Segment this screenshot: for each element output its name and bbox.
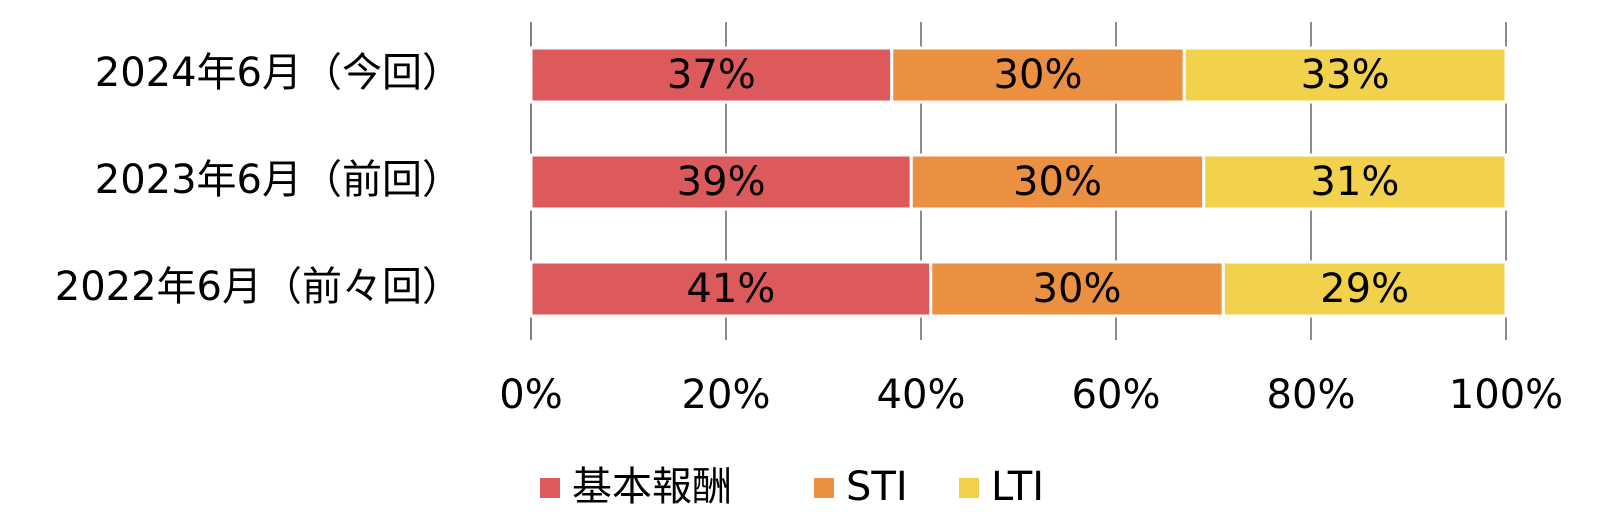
data-label: 30% <box>1033 266 1122 312</box>
y-tick-label: 2024年6月（今回） <box>95 50 462 96</box>
x-tick-label: 0% <box>499 372 562 418</box>
bar-segment <box>1182 46 1508 104</box>
x-tick-label: 40% <box>877 372 966 418</box>
bar-segment <box>529 153 913 211</box>
legend-swatch <box>959 478 979 498</box>
data-label: 41% <box>686 266 775 312</box>
legend-label: 基本報酬 <box>572 464 732 510</box>
legend-swatch <box>814 478 834 498</box>
bar-segment <box>529 260 933 318</box>
y-tick-label: 2023年6月（前回） <box>95 157 462 203</box>
data-label: 29% <box>1320 266 1409 312</box>
data-label: 30% <box>994 52 1083 98</box>
legend-label: LTI <box>991 464 1044 510</box>
data-label: 37% <box>667 52 756 98</box>
bar-segment <box>909 153 1206 211</box>
bar-segment <box>1202 153 1508 211</box>
bar-segment <box>529 46 894 104</box>
y-tick-label: 2022年6月（前々回） <box>55 264 462 310</box>
x-tick-label: 80% <box>1267 372 1356 418</box>
legend-label: STI <box>846 464 908 510</box>
data-label: 31% <box>1310 159 1399 205</box>
data-label: 39% <box>677 159 766 205</box>
data-label: 30% <box>1013 159 1102 205</box>
legend-swatch <box>540 478 560 498</box>
x-tick-label: 60% <box>1072 372 1161 418</box>
x-tick-label: 20% <box>682 372 771 418</box>
x-tick-label: 100% <box>1449 372 1563 418</box>
data-label: 33% <box>1301 52 1390 98</box>
bar-segment <box>929 260 1225 318</box>
bar-segment <box>1221 260 1508 318</box>
